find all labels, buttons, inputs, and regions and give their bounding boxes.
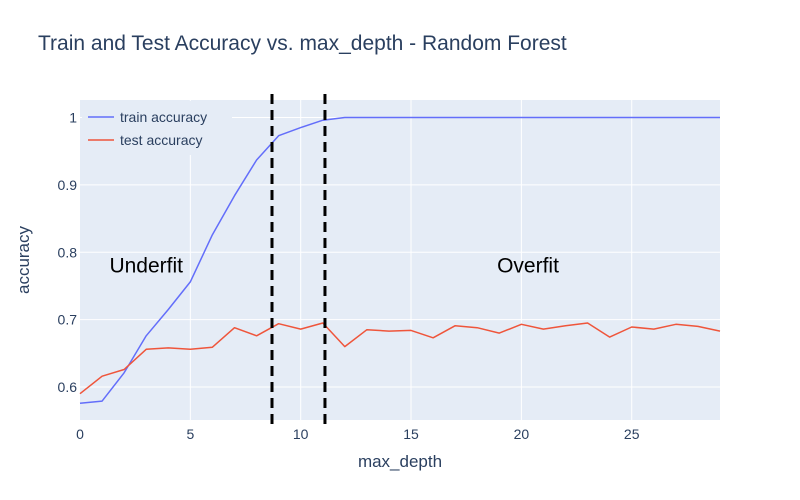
series-line-train-accuracy (79, 116, 720, 404)
legend-label[interactable]: train accuracy (120, 109, 207, 125)
annotation-overfit: Overfit (497, 254, 559, 277)
y-axis-title: accuracy (14, 225, 33, 294)
x-tick-label: 10 (293, 426, 309, 442)
x-tick-label: 20 (514, 426, 530, 442)
y-tick-label: 1 (69, 110, 77, 126)
x-tick-label: 25 (624, 426, 640, 442)
x-tick-label: 0 (76, 426, 84, 442)
vertical-lines (270, 94, 327, 430)
chart-title: Train and Test Accuracy vs. max_depth - … (38, 32, 567, 55)
tick-labels: 0 5 10 15 20 25 0.6 0.7 0.8 0.9 1 (58, 110, 640, 442)
y-tick-label: 0.7 (58, 312, 78, 328)
annotation-underfit: Underfit (109, 254, 183, 277)
x-tick-label: 5 (186, 426, 194, 442)
y-tick-label: 0.8 (58, 244, 78, 260)
x-axis-title: max_depth (358, 452, 442, 471)
series-line-test-accuracy (79, 322, 721, 395)
y-tick-label: 0.6 (58, 379, 78, 395)
y-tick-label: 0.9 (58, 177, 78, 193)
legend-label[interactable]: test accuracy (120, 132, 202, 148)
x-tick-label: 15 (403, 426, 419, 442)
legend[interactable]: train accuracy test accuracy (82, 101, 232, 155)
series-lines (79, 116, 721, 404)
legend-box (82, 101, 232, 155)
annotations: Underfit Overfit (109, 254, 559, 277)
